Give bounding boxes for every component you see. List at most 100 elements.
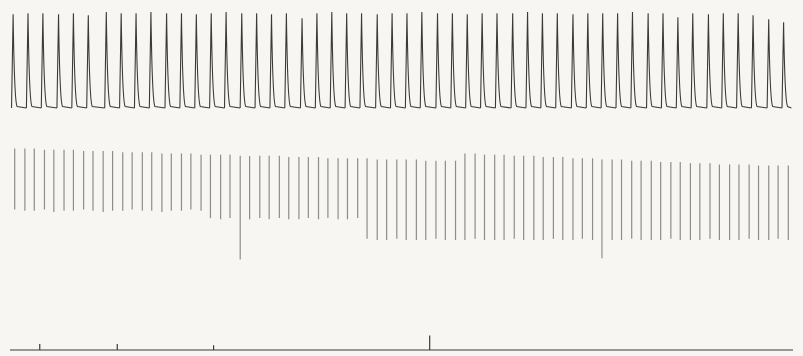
stroke: [406, 160, 407, 241]
panel-range: [15, 149, 789, 260]
beat: [707, 14, 722, 108]
stroke: [377, 160, 378, 241]
stroke: [34, 149, 35, 211]
signal-tick: [117, 344, 118, 350]
stroke: [327, 158, 328, 218]
stroke: [240, 156, 241, 260]
stroke: [435, 161, 436, 239]
stroke: [445, 161, 446, 240]
stroke: [464, 153, 465, 240]
beat: [330, 12, 345, 108]
stroke: [229, 155, 230, 218]
stroke: [337, 158, 338, 219]
stroke: [660, 162, 661, 240]
stroke: [44, 150, 45, 210]
stroke: [279, 156, 280, 218]
stroke: [53, 150, 54, 212]
stroke: [719, 164, 720, 240]
beat: [270, 14, 285, 108]
stroke: [122, 152, 123, 211]
stroke: [553, 157, 554, 239]
stroke: [582, 158, 583, 239]
beat: [376, 14, 391, 108]
stroke: [142, 152, 143, 211]
stroke: [73, 150, 74, 211]
stroke: [14, 149, 15, 210]
beat: [345, 13, 360, 108]
stroke: [63, 150, 64, 211]
stroke: [562, 157, 563, 240]
beat: [26, 13, 41, 108]
beat: [631, 12, 647, 108]
signal-tick: [39, 344, 40, 350]
stroke: [161, 153, 162, 212]
stroke: [651, 161, 652, 240]
page: {"chart_data": [ {"type": "line", "tick_…: [0, 0, 803, 356]
stroke: [132, 152, 133, 209]
stroke: [24, 149, 25, 211]
stroke: [347, 158, 348, 219]
stroke: [210, 155, 211, 218]
stroke: [640, 161, 641, 240]
stroke: [729, 164, 730, 240]
beat: [210, 13, 225, 108]
beat: [180, 13, 195, 108]
beat: [240, 13, 255, 108]
signal-tick: [213, 345, 214, 350]
stroke: [690, 163, 691, 240]
beat: [41, 13, 57, 108]
beat: [87, 15, 105, 108]
stroke: [112, 151, 113, 211]
stroke: [788, 166, 789, 240]
stroke: [523, 156, 524, 240]
beat: [586, 13, 601, 108]
beat: [451, 13, 466, 108]
beat: [436, 13, 451, 108]
beat: [420, 12, 436, 108]
stroke: [494, 155, 495, 240]
stroke: [749, 164, 750, 238]
stroke: [699, 163, 700, 240]
stroke: [416, 160, 417, 241]
stroke: [92, 151, 93, 211]
stroke: [259, 156, 260, 218]
stroke: [503, 155, 504, 240]
beat: [12, 14, 27, 108]
stroke: [738, 164, 739, 240]
beat: [722, 13, 737, 108]
stroke: [612, 160, 613, 241]
stroke: [83, 151, 84, 210]
stroke: [396, 160, 397, 239]
beat: [195, 14, 210, 108]
beat: [601, 13, 616, 108]
beat: [72, 13, 87, 108]
signal-tick: [429, 336, 430, 350]
stroke: [533, 156, 534, 240]
panel-line: [12, 12, 792, 108]
beat: [511, 13, 526, 108]
stroke: [709, 163, 710, 239]
stroke: [151, 152, 152, 211]
stroke: [670, 162, 671, 239]
stroke: [366, 158, 367, 239]
signal-baseline: [10, 350, 793, 351]
beat: [676, 17, 691, 108]
beat: [647, 13, 662, 108]
beat: [405, 13, 420, 108]
beat: [495, 13, 511, 108]
beat: [526, 12, 541, 108]
beat: [360, 13, 376, 108]
stroke: [269, 156, 270, 219]
beat: [481, 13, 496, 108]
panel-event: [40, 336, 430, 350]
stroke: [778, 166, 779, 239]
stroke: [249, 156, 250, 219]
beat: [134, 13, 149, 108]
beat: [661, 13, 676, 108]
beat: [120, 13, 135, 108]
stroke: [200, 155, 201, 211]
stroke: [190, 153, 191, 209]
beat: [315, 13, 330, 108]
beat: [782, 22, 791, 108]
stroke: [601, 160, 602, 259]
